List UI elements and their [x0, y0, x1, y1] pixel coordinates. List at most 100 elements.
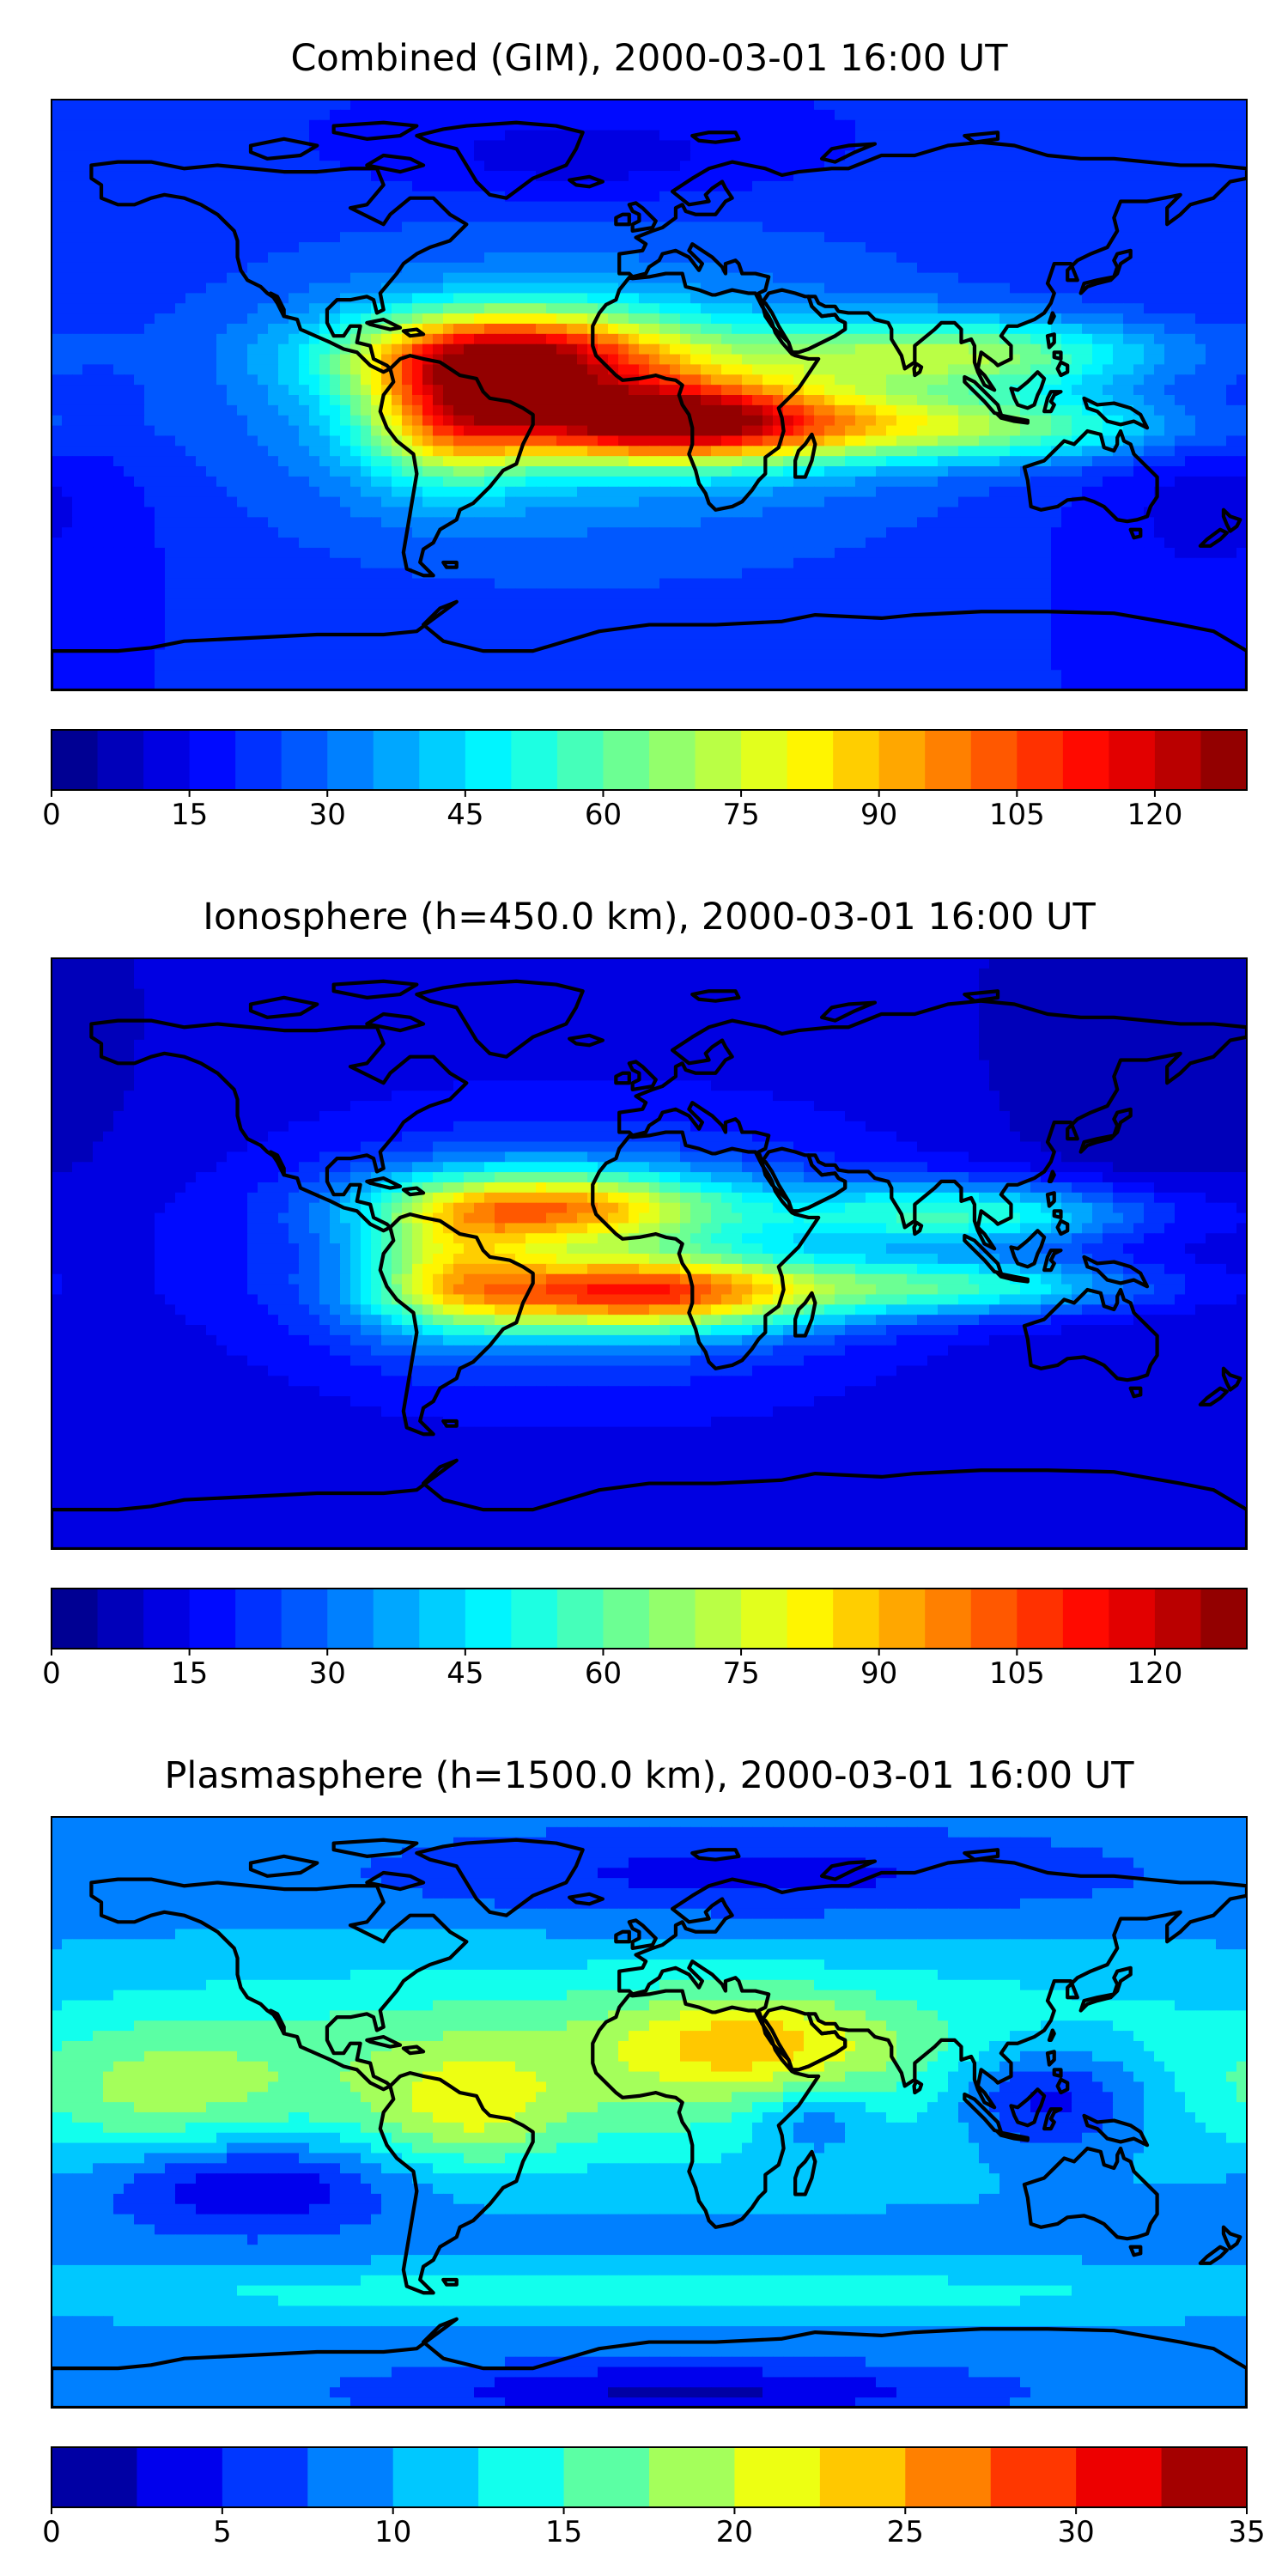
- colorbar-segment: [143, 1589, 191, 1649]
- map-frame: [51, 99, 1248, 691]
- colorbar-tick-label: 105: [989, 798, 1045, 832]
- colorbar-tick-label: 25: [887, 2515, 924, 2549]
- colorbar-segment: [52, 2447, 137, 2507]
- colorbar-segment: [281, 1589, 328, 1649]
- panel-title: Plasmasphere (h=1500.0 km), 2000-03-01 1…: [164, 1754, 1134, 1797]
- colorbar-segment: [1109, 1589, 1156, 1649]
- colorbar-segment: [833, 1589, 880, 1649]
- colorbar-segment: [905, 2447, 992, 2507]
- colorbar-segment: [970, 1589, 1018, 1649]
- colorbar-segment: [1017, 730, 1064, 790]
- colorbar-tick-label: 20: [716, 2515, 753, 2549]
- colorbar-tick-label: 5: [213, 2515, 232, 2549]
- colorbar-segment: [970, 730, 1018, 790]
- colorbar-segment: [281, 730, 328, 790]
- colorbar-segment: [478, 2447, 565, 2507]
- colorbar-tick-label: 105: [989, 1656, 1045, 1691]
- colorbar-segment: [373, 1589, 420, 1649]
- colorbar-tick-label: 0: [42, 1656, 61, 1691]
- colorbar-segment: [649, 1589, 696, 1649]
- colorbar-segment: [603, 730, 650, 790]
- colorbar-segment: [137, 2447, 223, 2507]
- colorbar-segment: [511, 1589, 558, 1649]
- colorbar-segment: [878, 1589, 926, 1649]
- colorbar-segment: [1109, 730, 1156, 790]
- colorbar-segment: [556, 730, 604, 790]
- colorbar-segment: [392, 2447, 479, 2507]
- colorbar-tick-label: 60: [585, 798, 622, 832]
- colorbar-segment: [222, 2447, 308, 2507]
- colorbar-tick-label: 45: [447, 798, 483, 832]
- colorbar-tick-label: 30: [1058, 2515, 1095, 2549]
- colorbar-segment: [1062, 730, 1109, 790]
- colorbar-segment: [563, 2447, 650, 2507]
- colorbar-segment: [189, 730, 236, 790]
- colorbar-segment: [787, 1589, 834, 1649]
- colorbar-tick-label: 30: [309, 1656, 346, 1691]
- colorbar-tick-label: 15: [171, 798, 208, 832]
- colorbar-tick-label: 120: [1127, 1656, 1182, 1691]
- colorbar-tick-label: 45: [447, 1656, 483, 1691]
- colorbar-segment: [52, 730, 99, 790]
- colorbar-tick-label: 0: [42, 798, 61, 832]
- colorbar-segment: [373, 730, 420, 790]
- colorbar-segment: [1017, 1589, 1064, 1649]
- colorbar-plasmasphere: 0 5 10 15 20 25 30 35: [42, 2446, 1266, 2549]
- colorbar-tick-label: 15: [171, 1656, 208, 1691]
- colorbar-segment: [990, 2447, 1077, 2507]
- colorbar-segment: [189, 1589, 236, 1649]
- colorbar-segment: [1154, 730, 1201, 790]
- map-frame: [51, 957, 1248, 1550]
- tec-field: [52, 958, 1247, 1549]
- panel-title: Combined (GIM), 2000-03-01 16:00 UT: [290, 37, 1008, 80]
- map-plasmasphere: [52, 1817, 1247, 2408]
- colorbar-segment: [97, 730, 144, 790]
- colorbar-segment: [833, 730, 880, 790]
- colorbar-segment: [787, 730, 834, 790]
- colorbar-segment: [695, 730, 742, 790]
- panel-combined: Combined (GIM), 2000-03-01 16:00 UT 0 15 30…: [42, 37, 1248, 832]
- colorbar-segment: [819, 2447, 906, 2507]
- colorbar-tick-label: 10: [374, 2515, 411, 2549]
- colorbar-segment: [1200, 730, 1248, 790]
- colorbar-segment: [603, 1589, 650, 1649]
- colorbar-segment: [235, 1589, 283, 1649]
- map-combined: [52, 100, 1247, 690]
- colorbar-tick-label: 35: [1228, 2515, 1265, 2549]
- colorbar-segment: [734, 2447, 821, 2507]
- tec-field: [52, 1817, 1247, 2408]
- panel-ionosphere: Ionosphere (h=450.0 km), 2000-03-01 16:0…: [42, 896, 1248, 1691]
- colorbar-segment: [52, 1589, 99, 1649]
- colorbar-segment: [925, 1589, 972, 1649]
- colorbar-segment: [695, 1589, 742, 1649]
- colorbar-segment: [327, 730, 374, 790]
- panel-plasmasphere: Plasmasphere (h=1500.0 km), 2000-03-01 1…: [42, 1754, 1265, 2549]
- colorbar-segment: [511, 730, 558, 790]
- map-frame: [51, 1816, 1248, 2409]
- colorbar-tick-label: 90: [860, 1656, 897, 1691]
- colorbar-segment: [741, 730, 788, 790]
- colorbar-segment: [741, 1589, 788, 1649]
- panel-title: Ionosphere (h=450.0 km), 2000-03-01 16:0…: [203, 896, 1096, 939]
- colorbar-segment: [1161, 2447, 1248, 2507]
- colorbar-combined: 0 15 30 45 60 75 90 105 120: [42, 729, 1248, 832]
- colorbar-tick-label: 0: [42, 2515, 61, 2549]
- colorbar-segment: [1062, 1589, 1109, 1649]
- colorbar-segment: [235, 730, 283, 790]
- tec-field: [52, 100, 1247, 690]
- colorbar-tick-label: 90: [860, 798, 897, 832]
- colorbar-tick-label: 75: [722, 798, 759, 832]
- colorbar-segment: [1200, 1589, 1248, 1649]
- colorbar-tick-label: 15: [545, 2515, 582, 2549]
- colorbar-segment: [307, 2447, 394, 2507]
- colorbar-segment: [419, 1589, 466, 1649]
- colorbar-tick-label: 60: [585, 1656, 622, 1691]
- colorbar-segment: [465, 1589, 512, 1649]
- colorbar-segment: [1154, 1589, 1201, 1649]
- colorbar-segment: [97, 1589, 144, 1649]
- colorbar-segment: [465, 730, 512, 790]
- colorbar-segment: [143, 730, 191, 790]
- colorbar-segment: [649, 730, 696, 790]
- colorbar-segment: [419, 730, 466, 790]
